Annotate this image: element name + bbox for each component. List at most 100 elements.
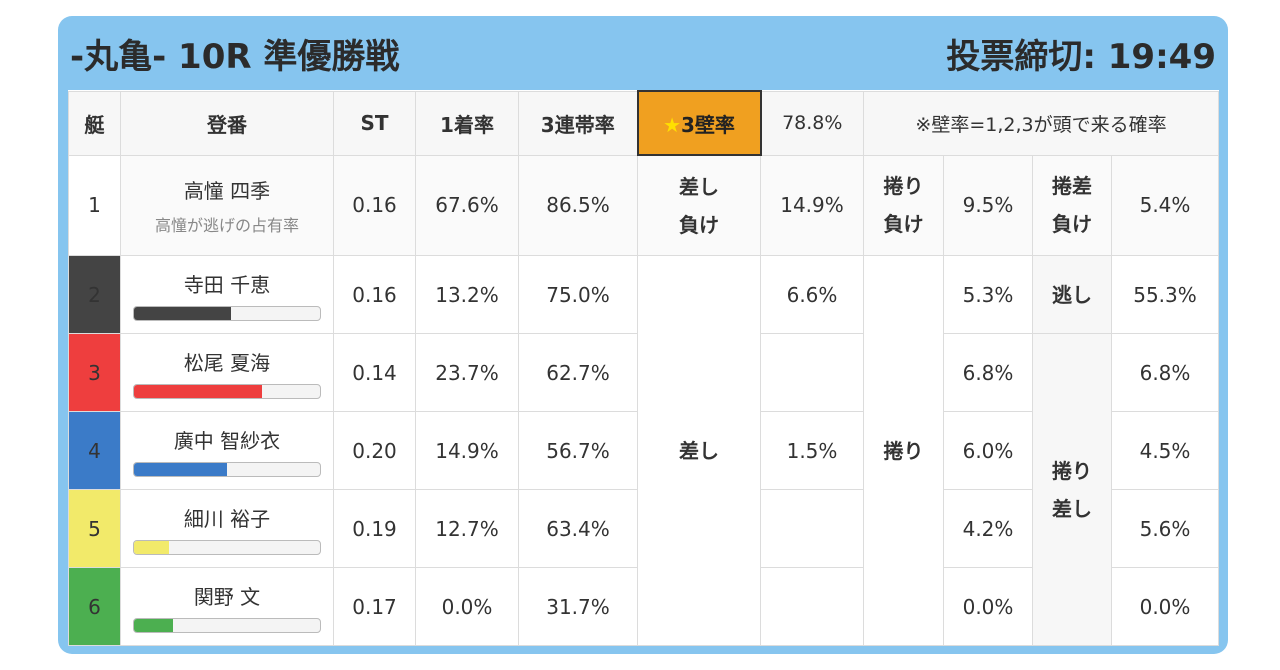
racer-name: 関野 文 xyxy=(193,584,261,609)
top3-value: 75.0% xyxy=(518,255,638,334)
racer-bar-fill xyxy=(134,540,170,554)
sashi-value: 6.6% xyxy=(760,255,864,334)
table-row: 1 高憧 四季 高憧が逃げの占有率 0.16 67.6% 86.5% 差し 負け … xyxy=(68,154,1219,256)
top3-value: 62.7% xyxy=(518,333,638,412)
wall-rate-badge: ★3壁率 xyxy=(636,90,762,156)
top3-value: 63.4% xyxy=(518,489,638,568)
win1-value: 67.6% xyxy=(415,154,519,256)
st-value: 0.20 xyxy=(333,411,416,490)
racer-name: 松尾 夏海 xyxy=(183,350,271,375)
label-line: 捲差 xyxy=(1052,174,1092,199)
boat-number: 6 xyxy=(68,567,121,646)
vote-deadline: 投票締切: 19:49 xyxy=(946,36,1216,77)
win1-value: 13.2% xyxy=(415,255,519,334)
boat-number: 1 xyxy=(68,154,121,256)
table-row: 4 廣中 智紗衣 0.20 14.9% 56.7% 1.5% 6.0% 4.5% xyxy=(68,411,1219,490)
win1-value: 12.7% xyxy=(415,489,519,568)
makurisashi-value: 6.8% xyxy=(1111,333,1219,412)
makurisashi-make-value: 5.4% xyxy=(1111,154,1219,256)
top3-value: 56.7% xyxy=(518,411,638,490)
race-card: -丸亀- 10R 準優勝戦 投票締切: 19:49 艇 登番 ST 1着率 3連… xyxy=(58,16,1228,654)
label-line: 捲り xyxy=(1052,458,1092,483)
racer-cell: 細川 裕子 xyxy=(120,489,334,568)
makurisashi-make-label: 捲差 負け xyxy=(1032,154,1112,256)
table-row: 5 細川 裕子 0.19 12.7% 63.4% 4.2% 5.6% xyxy=(68,489,1219,568)
race-title: -丸亀- 10R 準優勝戦 xyxy=(70,36,400,77)
racer-cell: 関野 文 xyxy=(120,567,334,646)
boat-number: 3 xyxy=(68,333,121,412)
racer-bar xyxy=(133,461,321,477)
label-line: 差し xyxy=(1052,496,1092,521)
col-racer: 登番 xyxy=(120,90,334,156)
nige-label: 逃し xyxy=(1032,255,1112,334)
col-boat: 艇 xyxy=(68,90,121,156)
racer-bar-fill xyxy=(134,384,263,398)
wall-rate-note: ※壁率=1,2,3が頭で来る確率 xyxy=(863,90,1219,156)
makuri-value: 0.0% xyxy=(943,567,1033,646)
star-icon: ★ xyxy=(663,112,681,137)
win1-value: 0.0% xyxy=(415,567,519,646)
racer-name: 細川 裕子 xyxy=(183,506,271,531)
sashi-make-label: 差し 負け xyxy=(637,154,761,256)
makuri-value: 5.3% xyxy=(943,255,1033,334)
table-row: 2 寺田 千恵 0.16 13.2% 75.0% 差し 6.6% 捲り 5.3%… xyxy=(68,255,1219,646)
win1-value: 14.9% xyxy=(415,411,519,490)
racer-bar xyxy=(133,305,321,321)
makuri-value: 6.0% xyxy=(943,411,1033,490)
makuri-value: 6.8% xyxy=(943,333,1033,412)
racer-bar xyxy=(133,539,321,555)
st-value: 0.19 xyxy=(333,489,416,568)
boat-number: 4 xyxy=(68,411,121,490)
racer-bar-fill xyxy=(134,306,231,320)
makuri-make-label: 捲り 負け xyxy=(863,154,944,256)
racer-bar xyxy=(133,383,321,399)
sashi-value xyxy=(760,489,864,568)
boat-number: 2 xyxy=(68,255,121,334)
label-line: 負け xyxy=(883,212,924,237)
boat-number: 5 xyxy=(68,489,121,568)
race-table: 艇 登番 ST 1着率 3連帯率 ★3壁率 78.8% ※壁率=1,2,3が頭で… xyxy=(68,90,1219,646)
racer-name: 寺田 千恵 xyxy=(183,272,271,297)
top3-value: 86.5% xyxy=(518,154,638,256)
makuri-value: 4.2% xyxy=(943,489,1033,568)
racer-bar xyxy=(133,617,321,633)
makurisashi-value: 55.3% xyxy=(1111,255,1219,334)
table-row: 6 関野 文 0.17 0.0% 31.7% 0.0% 0.0% xyxy=(68,567,1219,646)
race-header: -丸亀- 10R 準優勝戦 投票締切: 19:49 xyxy=(68,16,1218,90)
sashi-label: 差し xyxy=(637,255,761,646)
makurisashi-value: 5.6% xyxy=(1111,489,1219,568)
st-value: 0.14 xyxy=(333,333,416,412)
sashi-value xyxy=(760,567,864,646)
racer-name: 高憧 四季 xyxy=(183,178,271,203)
col-win1: 1着率 xyxy=(415,90,519,156)
table-row: 3 松尾 夏海 0.14 23.7% 62.7% 6.8% 捲り差し 6.8% xyxy=(68,333,1219,646)
win1-value: 23.7% xyxy=(415,333,519,412)
sashi-make-value: 14.9% xyxy=(760,154,864,256)
racer-cell: 松尾 夏海 xyxy=(120,333,334,412)
racer-cell: 寺田 千恵 xyxy=(120,255,334,334)
st-value: 0.16 xyxy=(333,154,416,256)
table-header-row: 艇 登番 ST 1着率 3連帯率 ★3壁率 78.8% ※壁率=1,2,3が頭で… xyxy=(68,90,1219,156)
racer-bar-fill xyxy=(134,462,227,476)
racer-note: 高憧が逃げの占有率 xyxy=(154,215,299,235)
sashi-value: 1.5% xyxy=(760,411,864,490)
col-st: ST xyxy=(333,90,416,156)
label-line: 差し xyxy=(679,174,719,199)
makuri-label: 捲り xyxy=(863,255,944,646)
top3-value: 31.7% xyxy=(518,567,638,646)
racer-bar-fill xyxy=(134,618,174,632)
label-line: 負け xyxy=(679,212,719,237)
makurisashi-value: 4.5% xyxy=(1111,411,1219,490)
label-line: 捲り xyxy=(883,174,924,199)
racer-cell: 高憧 四季 高憧が逃げの占有率 xyxy=(120,154,334,256)
wall-rate-label: 3壁率 xyxy=(681,112,735,137)
makuri-make-value: 9.5% xyxy=(943,154,1033,256)
racer-cell: 廣中 智紗衣 xyxy=(120,411,334,490)
st-value: 0.16 xyxy=(333,255,416,334)
col-top3: 3連帯率 xyxy=(518,90,638,156)
sashi-value xyxy=(760,333,864,412)
racer-name: 廣中 智紗衣 xyxy=(173,428,281,453)
makurisashi-value: 0.0% xyxy=(1111,567,1219,646)
makurisashi-label: 捲り 差し xyxy=(1032,333,1112,646)
st-value: 0.17 xyxy=(333,567,416,646)
